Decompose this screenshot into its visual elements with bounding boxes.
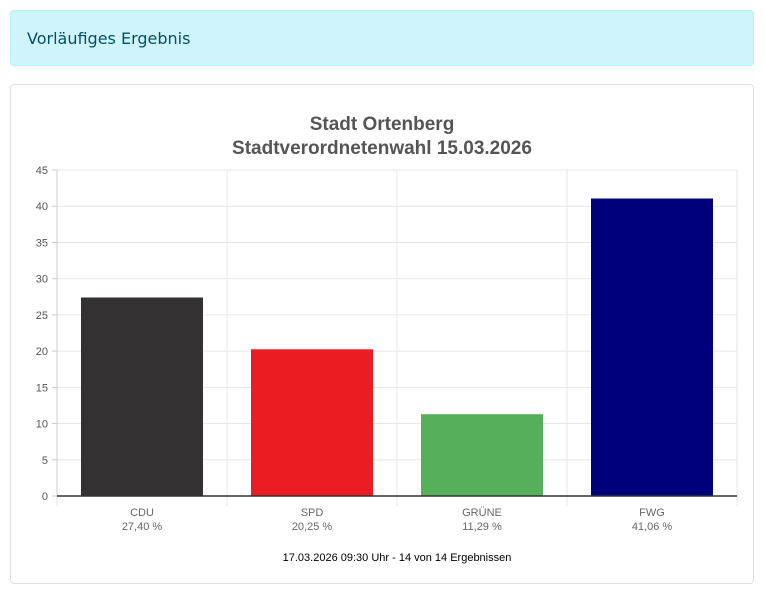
chart-card: Stadt Ortenberg Stadtverordnetenwahl 15.… bbox=[10, 84, 754, 584]
x-category-label: SPD bbox=[301, 507, 324, 519]
chart-footnote: 17.03.2026 09:30 Uhr - 14 von 14 Ergebni… bbox=[283, 552, 512, 564]
bar-spd bbox=[251, 349, 373, 496]
y-tick-label: 15 bbox=[36, 382, 48, 394]
x-category-percent: 41,06 % bbox=[632, 521, 673, 533]
y-tick-label: 10 bbox=[36, 419, 48, 431]
y-tick-label: 5 bbox=[42, 455, 48, 467]
x-category-label: FWG bbox=[639, 507, 665, 519]
y-tick-label: 35 bbox=[36, 237, 48, 249]
y-tick-label: 40 bbox=[36, 201, 48, 213]
chart-title-line-2: Stadtverordnetenwahl 15.03.2026 bbox=[232, 138, 532, 159]
chart-title-line-1: Stadt Ortenberg bbox=[310, 114, 455, 135]
x-category-percent: 20,25 % bbox=[292, 521, 333, 533]
status-alert: Vorläufiges Ergebnis bbox=[10, 10, 754, 66]
y-tick-label: 20 bbox=[36, 346, 48, 358]
bar-cdu bbox=[81, 297, 203, 496]
x-category-percent: 11,29 % bbox=[462, 521, 502, 533]
x-category-percent: 27,40 % bbox=[122, 521, 163, 533]
x-category-label: CDU bbox=[130, 507, 154, 519]
y-tick-label: 30 bbox=[36, 274, 48, 286]
results-bar-chart: Stadt Ortenberg Stadtverordnetenwahl 15.… bbox=[36, 114, 738, 564]
x-category-label: GRÜNE bbox=[462, 507, 502, 519]
status-alert-text: Vorläufiges Ergebnis bbox=[27, 28, 191, 48]
bar-grüne bbox=[421, 414, 543, 496]
y-tick-label: 25 bbox=[36, 310, 48, 322]
y-tick-label: 45 bbox=[36, 165, 48, 177]
y-tick-label: 0 bbox=[42, 491, 48, 503]
bar-fwg bbox=[591, 198, 713, 496]
